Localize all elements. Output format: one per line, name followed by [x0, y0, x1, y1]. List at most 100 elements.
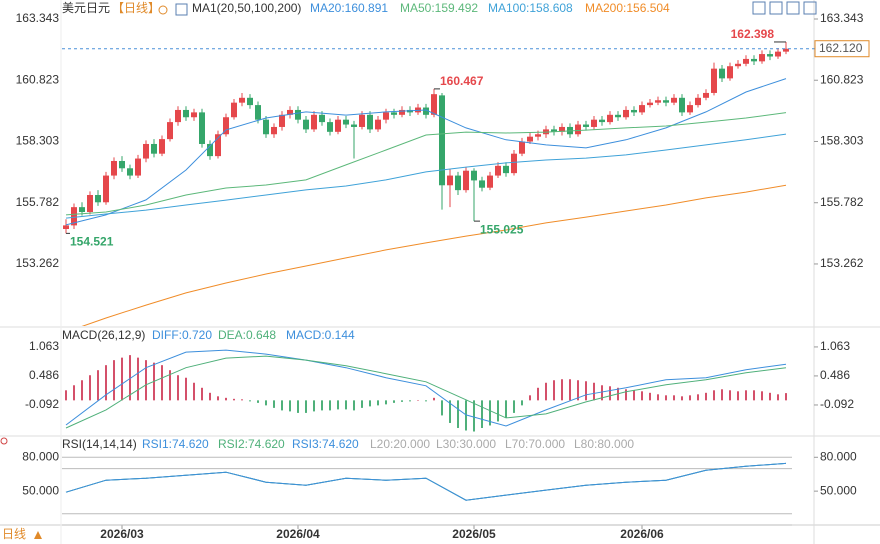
candle-body — [455, 175, 461, 191]
level-legend: L80:80.000 — [574, 437, 634, 451]
legend-entry: MA50:159.492 — [400, 1, 478, 15]
macd-bar — [521, 400, 523, 406]
indicator-line — [65, 133, 787, 219]
candle-body — [263, 119, 269, 135]
candle-body — [351, 124, 357, 127]
y-tick-label: 160.823 — [820, 72, 864, 86]
candle-body — [367, 114, 373, 130]
macd-bar — [369, 400, 371, 407]
legend-entry: MA20:160.891 — [310, 1, 388, 15]
candle-body — [303, 119, 309, 130]
macd-bar — [553, 380, 555, 401]
candle-body — [319, 114, 325, 123]
candle-body — [447, 175, 453, 186]
panel-title: MACD(26,12,9) — [62, 328, 145, 342]
macd-bar — [689, 395, 691, 401]
extreme-label: 160.467 — [440, 74, 484, 88]
candle-body — [87, 195, 93, 213]
candle-body — [711, 68, 717, 93]
candle-body — [63, 225, 69, 230]
candle-body — [559, 126, 565, 132]
candle-body — [607, 114, 613, 123]
x-tick-label: 2026/04 — [276, 527, 320, 541]
macd-bar — [169, 370, 171, 401]
macd-bar — [713, 390, 715, 401]
y-tick-label: 1.063 — [820, 339, 850, 353]
macd-bar — [729, 390, 731, 401]
candle-body — [759, 54, 765, 62]
macd-bar — [753, 390, 755, 401]
y-tick-label: -0.092 — [820, 397, 854, 411]
footer-icon[interactable] — [34, 531, 42, 539]
candle-body — [647, 102, 653, 106]
tool-button[interactable] — [786, 1, 800, 15]
indicator-label: MA1(20,50,100,200) — [192, 1, 301, 15]
macd-bar — [233, 398, 235, 401]
candle-body — [511, 153, 517, 174]
y-tick-label: 80.000 — [22, 449, 59, 463]
candle-body — [151, 143, 157, 154]
candle-body — [735, 63, 741, 67]
indicator-icon[interactable] — [175, 3, 188, 16]
candle-body — [359, 114, 365, 127]
macd-bar — [345, 400, 347, 410]
candle-body — [695, 97, 701, 106]
macd-bar — [473, 400, 475, 432]
y-tick-label: 50.000 — [820, 483, 857, 497]
macd-bar — [353, 400, 355, 411]
panel-title: RSI(14,14,14) — [62, 437, 137, 451]
macd-bar — [89, 375, 91, 401]
candle-body — [143, 143, 149, 159]
y-tick-label: 163.343 — [16, 11, 60, 25]
level-legend: L70:70.000 — [505, 437, 565, 451]
macd-bar — [449, 400, 451, 423]
footer-label[interactable]: 日线 — [2, 527, 26, 541]
candle-body — [199, 112, 205, 144]
y-tick-label: -0.092 — [25, 397, 59, 411]
candle-body — [335, 119, 341, 132]
settings-icon[interactable] — [0, 437, 8, 445]
candle-body — [95, 195, 101, 203]
tool-button[interactable] — [752, 1, 766, 15]
candle-body — [639, 105, 645, 113]
macd-bar — [185, 377, 187, 401]
candle-body — [399, 109, 405, 115]
legend-entry: RSI1:74.620 — [142, 437, 209, 451]
candle-body — [279, 114, 285, 127]
candle-body — [495, 165, 501, 176]
extreme-label: 162.398 — [731, 27, 775, 41]
macd-bar — [81, 380, 83, 401]
collapse-icon[interactable] — [158, 5, 168, 15]
tool-button[interactable] — [803, 1, 817, 15]
macd-bar — [681, 396, 683, 401]
candle-body — [159, 139, 165, 154]
toolbar[interactable] — [752, 1, 817, 15]
candle-body — [175, 109, 181, 123]
period-label: 【日线】 — [112, 1, 160, 15]
legend-entry: RSI2:74.620 — [218, 437, 285, 451]
macd-bar — [161, 365, 163, 401]
candle-body — [743, 58, 749, 64]
candle-body — [719, 68, 725, 79]
candle-body — [535, 134, 541, 137]
macd-bar — [417, 400, 419, 401]
macd-bar — [361, 400, 363, 408]
macd-bar — [377, 400, 379, 406]
macd-bar — [209, 392, 211, 401]
macd-bar — [409, 400, 411, 402]
macd-bar — [697, 394, 699, 401]
macd-bar — [537, 387, 539, 401]
macd-bar — [281, 400, 283, 411]
legend-entry: RSI3:74.620 — [292, 437, 359, 451]
macd-bar — [433, 397, 435, 401]
level-legend: L20:20.000 — [370, 437, 430, 451]
candle-body — [775, 51, 781, 57]
tool-button[interactable] — [769, 1, 783, 15]
legend-entry: DEA:0.648 — [218, 328, 276, 342]
macd-bar — [641, 391, 643, 401]
candle-body — [687, 105, 693, 113]
macd-bar — [561, 379, 563, 401]
macd-bar — [217, 396, 219, 401]
